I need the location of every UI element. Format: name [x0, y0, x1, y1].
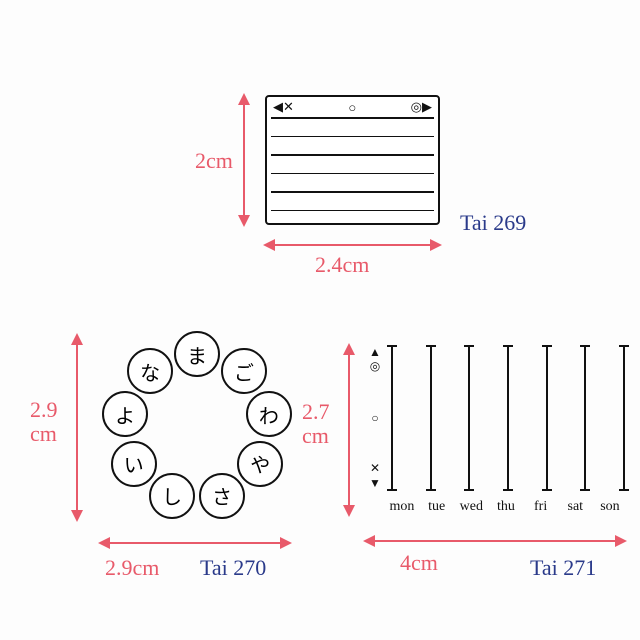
stamp3-side-bot: ✕ ▼ [369, 461, 381, 490]
bead: ご [221, 348, 267, 394]
stamp1-line [271, 136, 434, 138]
stamp3-width-label: 4cm [400, 550, 438, 576]
day-label: tue [422, 499, 452, 515]
stamp3-side-top: ▲ ◎ [369, 345, 381, 374]
stamp2-height-arrow [76, 335, 78, 520]
stamp1-height-label: 2cm [195, 148, 233, 174]
bead: さ [199, 473, 245, 519]
stamp1-height-arrow [243, 95, 245, 225]
stamp1-line [271, 191, 434, 193]
stamp-tai-269: ◀✕ ○ ◎▶ [265, 95, 440, 225]
stamp3-columns [391, 345, 625, 491]
day-label: thu [491, 499, 521, 515]
stamp1-lines [267, 117, 438, 211]
day-label: son [595, 499, 625, 515]
day-label: fri [526, 499, 556, 515]
stamp2-width-arrow [100, 542, 290, 544]
stamp3-column [623, 345, 625, 491]
stamp3-column [584, 345, 586, 491]
day-label: mon [387, 499, 417, 515]
stamp1-width-arrow [265, 244, 440, 246]
stamp3-column [468, 345, 470, 491]
stamp3-column [546, 345, 548, 491]
bead: わ [246, 391, 292, 437]
stamp1-name: Tai 269 [460, 210, 526, 236]
stamp3-width-arrow [365, 540, 625, 542]
stamp3-height-arrow [348, 345, 350, 515]
bead: ま [174, 331, 220, 377]
stamp1-line [271, 173, 434, 175]
bead: よ [102, 391, 148, 437]
bead: し [149, 473, 195, 519]
stamp3-side: ▲ ◎ ○ ✕ ▼ [365, 345, 385, 490]
stamp-tai-271: ▲ ◎ ○ ✕ ▼ montuewedthufrisatson [365, 345, 625, 515]
stamp2-width-label: 2.9cm [105, 555, 159, 581]
bead: や [237, 441, 283, 487]
stamp1-line [271, 154, 434, 156]
bead: い [111, 441, 157, 487]
stamp3-column [391, 345, 393, 491]
stamp-tai-270: まごわやさしいよな [100, 330, 290, 520]
stamp1-header-right: ◎▶ [411, 99, 432, 115]
stamp3-height-label: 2.7 cm [302, 400, 330, 448]
stamp3-days: montuewedthufrisatson [387, 499, 625, 515]
stamp1-header-left: ◀✕ [273, 99, 294, 115]
stamp3-name: Tai 271 [530, 555, 596, 581]
stamp3-column [430, 345, 432, 491]
bead: な [127, 348, 173, 394]
stamp1-header: ◀✕ ○ ◎▶ [273, 99, 432, 115]
day-label: wed [456, 499, 486, 515]
stamp1-header-mid: ○ [348, 100, 356, 115]
stamp1-line [271, 117, 434, 119]
stamp2-name: Tai 270 [200, 555, 266, 581]
stamp1-line [271, 210, 434, 212]
stamp3-column [507, 345, 509, 491]
stamp3-side-mid: ○ [371, 411, 378, 425]
stamp1-width-label: 2.4cm [315, 252, 369, 278]
day-label: sat [560, 499, 590, 515]
stamp2-height-label: 2.9 cm [30, 398, 58, 446]
